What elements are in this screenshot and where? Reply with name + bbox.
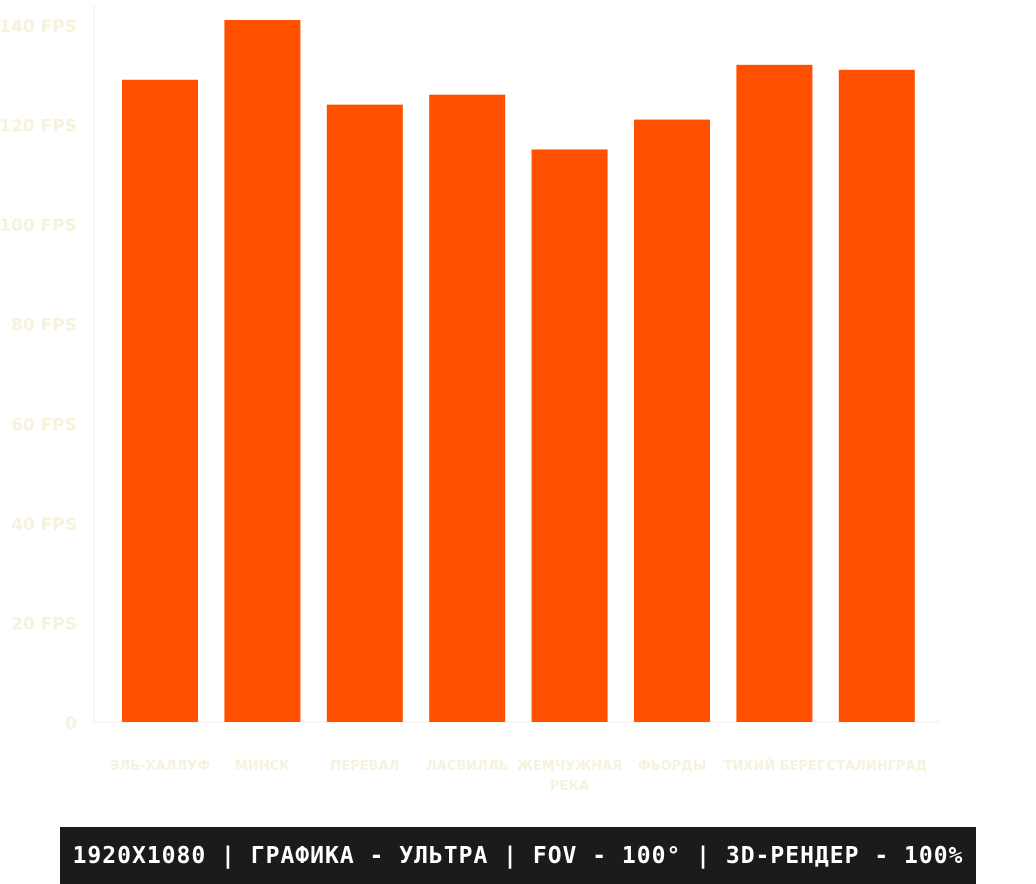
bar bbox=[634, 119, 710, 723]
x-tick-label: СТАЛИНГРАД bbox=[827, 759, 927, 774]
bar bbox=[122, 79, 198, 722]
x-tick-label: МИНСК bbox=[235, 759, 290, 774]
y-tick-label: 80 FPS bbox=[11, 316, 77, 336]
x-tick-label: ФЬОРДЫ bbox=[638, 759, 706, 774]
y-tick-label: 0 bbox=[65, 714, 77, 734]
y-tick-label: 40 FPS bbox=[11, 515, 77, 535]
settings-text: 1920X1080 | ГРАФИКА - УЛЬТРА | FOV - 100… bbox=[72, 842, 964, 869]
bar bbox=[429, 94, 506, 722]
x-tick-label: ЖЕМЧУЖНАЯ РЕКА bbox=[517, 759, 622, 794]
bar-chart: 0 20 FPS 40 FPS 60 FPS 80 FPS 100 FPS 120 FPS 1… bbox=[0, 5, 940, 794]
x-tick-label: ЭЛЬ-ХАЛЛУФ bbox=[110, 759, 210, 774]
y-tick-label: 140 FPS bbox=[0, 17, 77, 37]
x-tick-label: ТИХИЙ БЕРЕГ bbox=[724, 758, 826, 774]
bar bbox=[736, 64, 813, 723]
y-tick-label: 60 FPS bbox=[11, 415, 77, 435]
y-tick-label: 20 FPS bbox=[11, 614, 77, 634]
bar bbox=[531, 149, 608, 722]
x-tick-label: ЛАСВИЛЛЬ bbox=[426, 759, 509, 774]
y-tick-label: 120 FPS bbox=[0, 117, 77, 137]
y-tick-label: 100 FPS bbox=[0, 216, 77, 236]
x-tick-label: ПЕРЕВАЛ bbox=[330, 759, 399, 774]
settings-banner: 1920X1080 | ГРАФИКА - УЛЬТРА | FOV - 100… bbox=[60, 827, 976, 884]
bar bbox=[224, 20, 301, 723]
bar bbox=[838, 69, 915, 723]
bar bbox=[326, 104, 403, 722]
